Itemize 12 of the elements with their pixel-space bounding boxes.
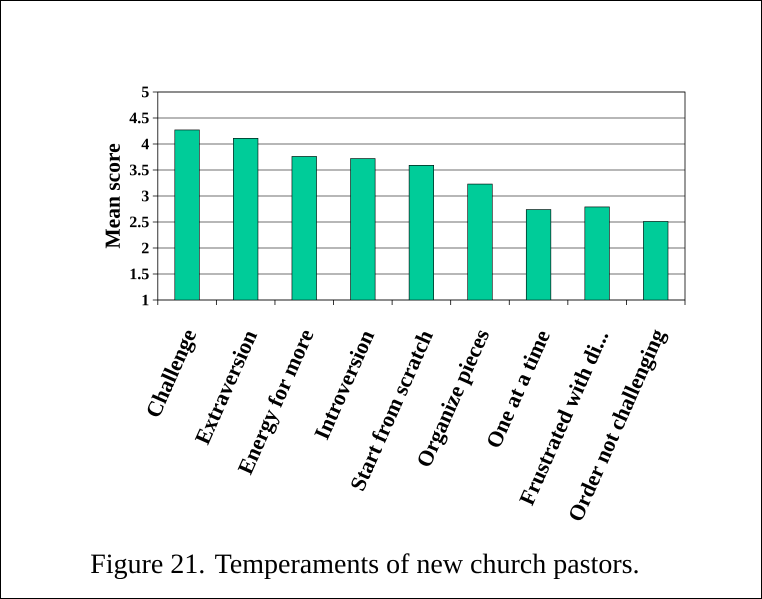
y-axis-title: Mean score [106,144,120,248]
y-tick-label: 4.5 [130,112,149,124]
y-tick-label: 4 [142,138,149,150]
y-tick-label: 5 [142,86,149,98]
y-tick-label: 1 [142,294,148,306]
y-tick-label: 3.5 [130,164,149,176]
y-tick-label: 3 [142,190,149,202]
y-tick-label: 2.5 [130,216,149,228]
caption: Figure 21. Temperaments of new church pastors. [91,553,638,580]
y-tick-label: 2 [142,242,149,254]
x-tick-label: One at a time [488,332,550,447]
y-tick-label: 1.5 [130,268,149,280]
